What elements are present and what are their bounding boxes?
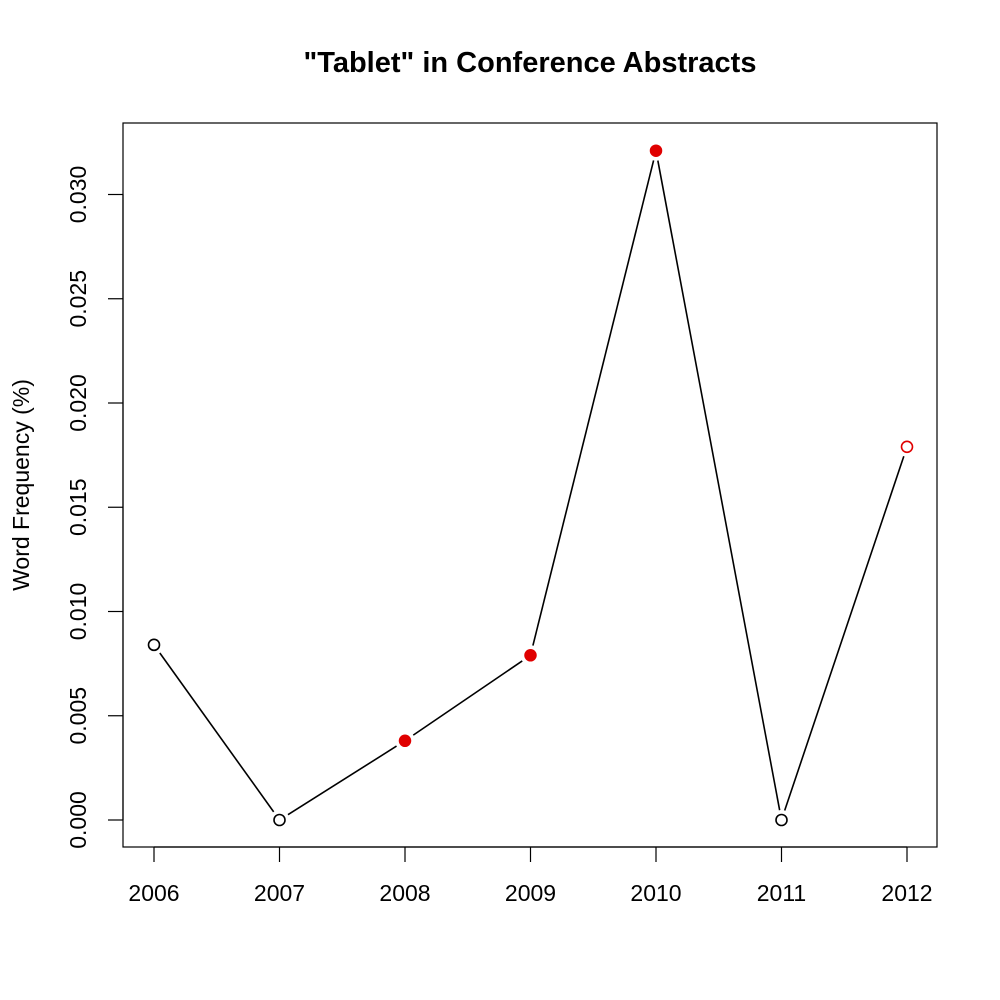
- series-points: [147, 144, 914, 827]
- y-tick-label: 0.015: [65, 478, 91, 536]
- line-segment: [657, 160, 781, 811]
- y-axis-label: Word Frequency (%): [8, 379, 34, 591]
- data-point: [147, 638, 161, 652]
- y-tick-label: 0.020: [65, 374, 91, 432]
- line-segment: [412, 660, 523, 736]
- y-tick-label: 0.000: [65, 791, 91, 849]
- chart-title: "Tablet" in Conference Abstracts: [304, 47, 757, 79]
- data-point: [273, 813, 286, 827]
- data-point: [900, 440, 914, 454]
- x-tick-label: 2011: [757, 880, 806, 906]
- y-tick-label: 0.010: [65, 583, 91, 641]
- x-axis: 2006 2007 2008 2009 2010 2011 2012: [128, 846, 933, 906]
- data-point: [775, 813, 788, 827]
- data-point: [524, 649, 537, 662]
- line-segment: [159, 652, 275, 813]
- x-tick-label: 2012: [881, 880, 932, 906]
- x-tick-label: 2009: [505, 880, 556, 906]
- y-tick-label: 0.025: [65, 270, 91, 328]
- series-line: [159, 160, 905, 816]
- x-tick-label: 2006: [128, 880, 179, 906]
- line-segment: [783, 456, 905, 811]
- y-tick-label: 0.030: [65, 166, 91, 224]
- line-segment: [287, 745, 397, 816]
- data-point: [398, 734, 412, 748]
- line-segment: [532, 160, 655, 646]
- x-tick-label: 2007: [254, 880, 305, 906]
- x-tick-label: 2008: [379, 880, 430, 906]
- plot-frame: [122, 122, 938, 848]
- y-tick-label: 0.005: [65, 687, 91, 745]
- x-tick-label: 2010: [630, 880, 681, 906]
- y-axis: 0.000 0.005 0.010 0.015 0.020 0.025 0.030: [65, 166, 124, 849]
- data-point: [649, 144, 663, 157]
